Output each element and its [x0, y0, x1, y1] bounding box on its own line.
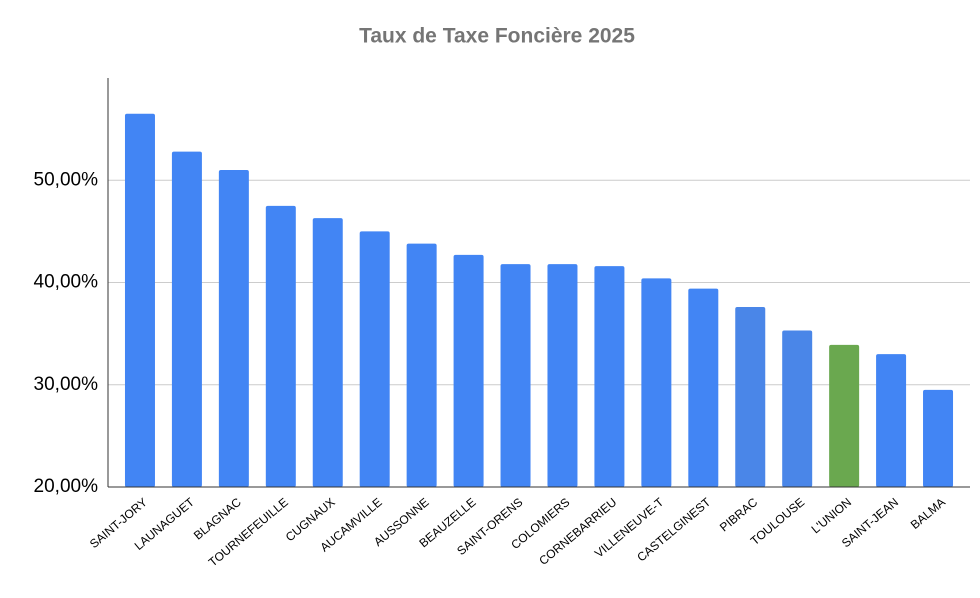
bar	[359, 231, 390, 487]
y-tick-label: 50,00%	[34, 169, 99, 190]
bar	[594, 266, 625, 487]
y-tick-label: 40,00%	[34, 272, 99, 293]
bar	[124, 113, 155, 487]
bar	[218, 170, 249, 487]
x-tick-label: PIBRAC	[717, 495, 760, 535]
x-tick-label: TOURNEFEUILLE	[206, 495, 291, 569]
bar	[688, 288, 719, 487]
y-tick-label: 20,00%	[34, 476, 99, 497]
bar	[782, 330, 813, 487]
bar	[876, 354, 907, 487]
bar	[500, 264, 531, 487]
bar	[641, 278, 672, 487]
bar	[171, 151, 202, 487]
x-tick-label: CORNEBARRIEU	[536, 495, 619, 568]
chart-title: Taux de Taxe Foncière 2025	[359, 25, 635, 48]
bar	[312, 218, 343, 487]
bar	[406, 243, 437, 487]
y-tick-label: 30,00%	[34, 374, 99, 395]
bar	[547, 264, 578, 487]
bar	[453, 254, 484, 487]
bar	[735, 307, 766, 487]
bar	[923, 389, 954, 487]
bar	[265, 205, 296, 487]
x-tick-label: BALMA	[908, 495, 948, 532]
bar	[829, 344, 860, 487]
x-tick-label: L'UNION	[809, 495, 854, 536]
